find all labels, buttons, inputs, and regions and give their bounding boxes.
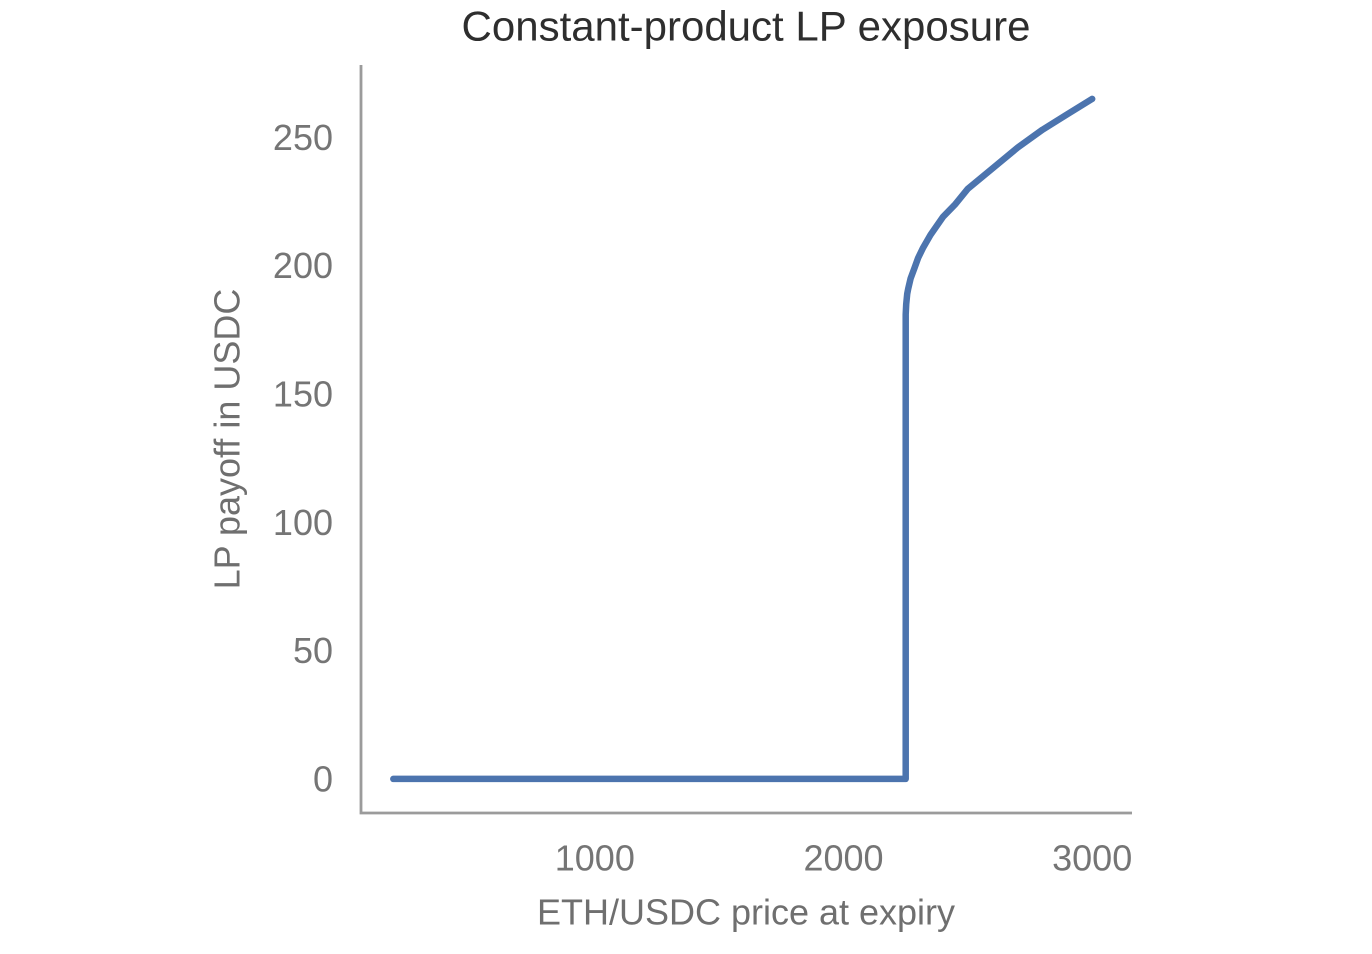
lp-payoff-line [390,95,1096,783]
y-tick-labels: 0 50 100 150 200 250 [273,117,333,800]
x-tick-label: 3000 [1052,838,1132,879]
y-tick-label: 100 [273,502,333,543]
x-tick-labels: 1000 2000 3000 [555,838,1132,879]
x-tick-label: 1000 [555,838,635,879]
y-tick-label: 150 [273,374,333,415]
y-tick-label: 50 [293,630,333,671]
y-tick-label: 250 [273,117,333,158]
x-axis-label: ETH/USDC price at expiry [537,892,955,933]
axes-spines [359,65,1132,815]
x-tick-label: 2000 [803,838,883,879]
y-axis-label: LP payoff in USDC [207,289,248,590]
chart-title: Constant-product LP exposure [462,3,1031,50]
y-tick-label: 200 [273,245,333,286]
y-tick-label: 0 [313,758,333,799]
